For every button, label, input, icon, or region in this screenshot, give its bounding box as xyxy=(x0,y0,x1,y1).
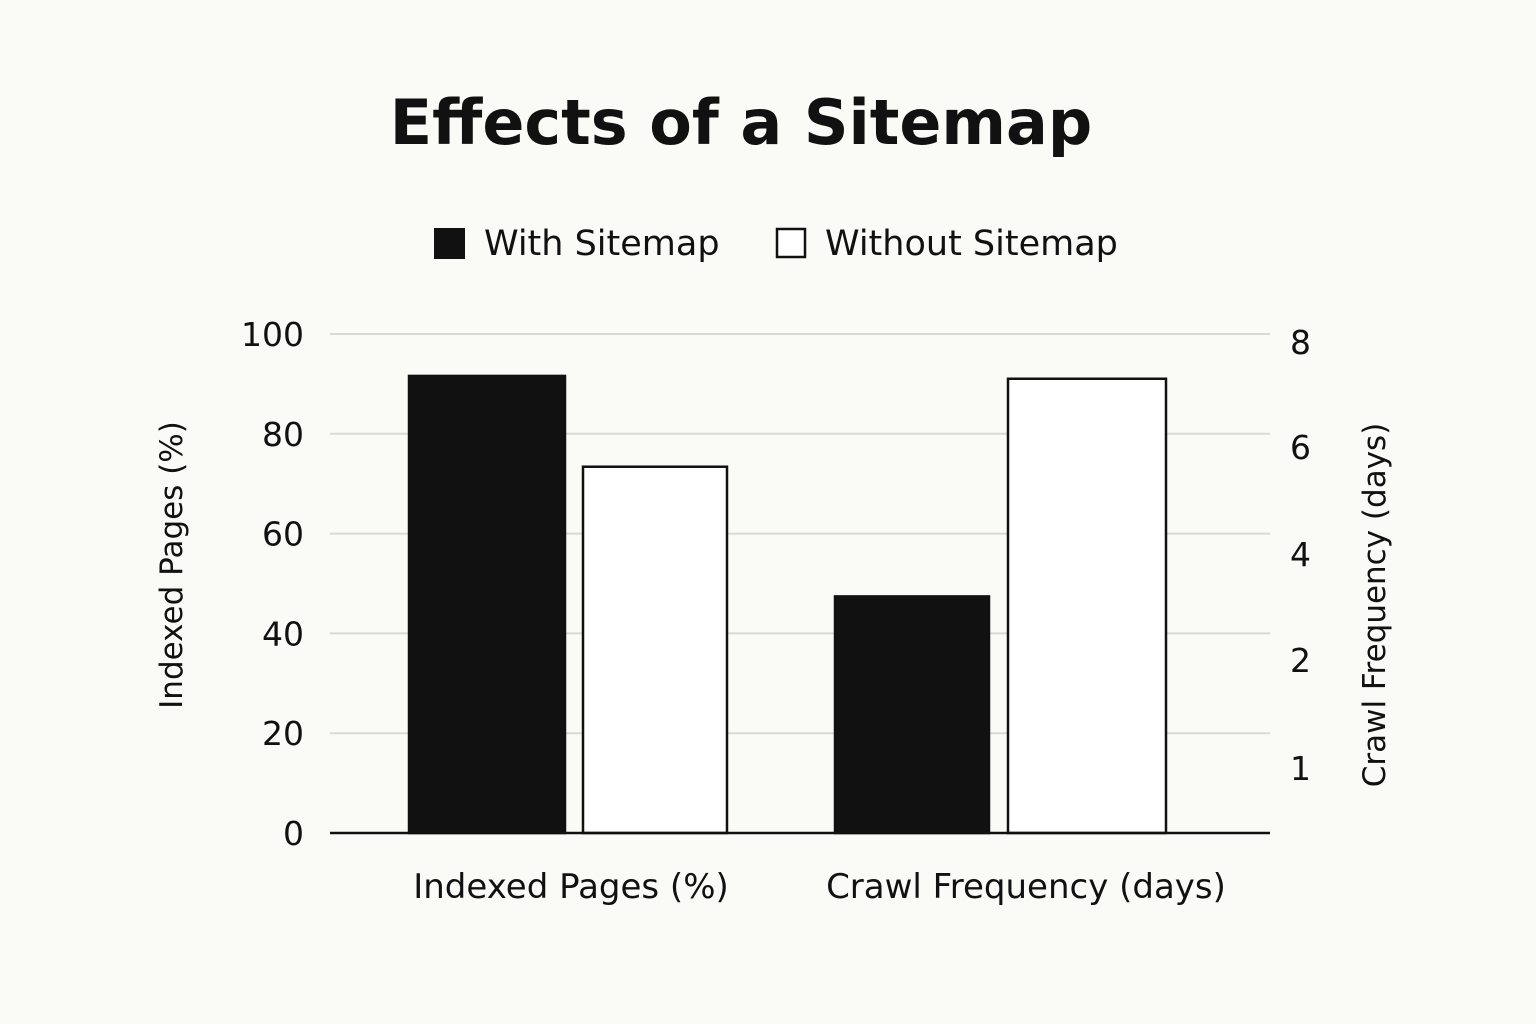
chart-title: Effects of a Sitemap xyxy=(390,86,1093,159)
legend-swatch-without-sitemap xyxy=(775,227,807,259)
bars xyxy=(407,374,1168,835)
right-tick-label: 8 xyxy=(1290,323,1311,362)
right-axis-ticks: 1 2 4 6 8 xyxy=(1290,323,1311,788)
legend-label-without-sitemap: Without Sitemap xyxy=(825,224,1118,264)
bar-with-sitemap-crawl-frequency xyxy=(833,595,991,835)
category-label-crawl-frequency: Crawl Frequency (days) xyxy=(826,867,1226,907)
category-label-indexed-pages: Indexed Pages (%) xyxy=(413,867,729,907)
left-axis-ticks: 0 20 40 60 80 100 xyxy=(241,315,304,853)
left-axis-label: Indexed Pages (%) xyxy=(154,421,190,709)
bar-without-sitemap-crawl-frequency xyxy=(1006,377,1168,835)
bar-with-sitemap-indexed-pages xyxy=(407,374,567,835)
legend-label-with-sitemap: With Sitemap xyxy=(484,224,720,264)
right-tick-label: 1 xyxy=(1290,749,1311,788)
legend-swatch-with-sitemap xyxy=(434,228,465,259)
bar-without-sitemap-indexed-pages xyxy=(581,465,729,835)
left-tick-label: 20 xyxy=(262,714,304,753)
right-tick-label: 6 xyxy=(1290,428,1311,467)
right-tick-label: 2 xyxy=(1290,641,1311,680)
right-axis-label: Crawl Frequency (days) xyxy=(1357,423,1393,788)
left-tick-label: 80 xyxy=(262,415,304,454)
legend: With Sitemap Without Sitemap xyxy=(434,224,1118,264)
left-tick-label: 40 xyxy=(262,614,304,653)
left-tick-label: 100 xyxy=(241,315,304,354)
left-tick-label: 60 xyxy=(262,515,304,554)
right-tick-label: 4 xyxy=(1290,535,1311,574)
left-tick-label: 0 xyxy=(283,814,304,853)
